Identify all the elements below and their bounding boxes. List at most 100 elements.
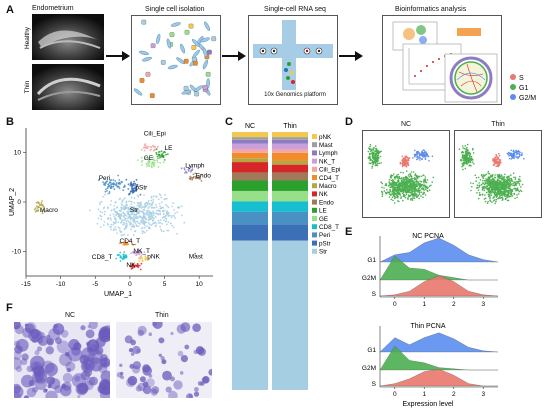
phase-point <box>395 188 397 191</box>
phase-point <box>423 149 425 151</box>
phase-point <box>375 149 377 152</box>
phase-point <box>516 181 518 183</box>
colony <box>30 355 45 371</box>
phase-point <box>396 186 399 189</box>
colony <box>14 385 24 398</box>
colony <box>127 375 138 386</box>
phase-point <box>519 189 522 192</box>
phase-point <box>394 189 396 192</box>
umap-point <box>115 221 117 224</box>
cell-shape <box>169 32 175 37</box>
cell-shape <box>150 43 156 49</box>
cell-shape <box>183 58 189 64</box>
stack-segment <box>272 190 308 202</box>
umap-cluster-label: Lymph <box>185 162 205 169</box>
phase-point <box>462 168 464 171</box>
umap-point <box>89 209 91 212</box>
umap-point <box>149 213 152 216</box>
phase-point <box>461 145 464 147</box>
phase-point <box>471 158 474 160</box>
umap-point <box>137 209 140 212</box>
phase-point <box>479 179 482 181</box>
phase-point <box>514 178 517 181</box>
umap-point <box>122 198 125 201</box>
phase-point <box>463 147 466 150</box>
ridge-nc-title: NC PCNA <box>412 233 444 240</box>
colony <box>36 346 43 352</box>
phase-point <box>402 177 405 179</box>
umap-point <box>113 228 115 230</box>
umap-point <box>120 180 123 183</box>
phase-point <box>504 173 506 176</box>
umap-point <box>110 223 113 226</box>
phase-point <box>493 180 495 182</box>
umap-point <box>153 222 156 224</box>
phase-point <box>421 151 423 154</box>
colony <box>193 391 200 397</box>
umap-point <box>135 186 137 189</box>
umap-point <box>150 214 153 216</box>
stack-segment <box>272 201 308 212</box>
phase-point <box>518 155 521 158</box>
phase-point <box>489 185 491 187</box>
umap-point <box>127 243 130 246</box>
phase-point <box>492 174 494 176</box>
umap-point <box>133 187 136 189</box>
cell-shape <box>202 59 209 70</box>
stack-segment <box>232 172 268 181</box>
phase-point <box>418 197 420 200</box>
phase-point <box>483 198 486 200</box>
umap-point <box>140 257 142 259</box>
legend-swatch <box>312 207 317 213</box>
phase-point <box>375 164 377 166</box>
umap-thin-box: Thin <box>454 121 542 218</box>
umap-point <box>138 264 141 267</box>
colony <box>34 377 47 390</box>
umap-point <box>147 211 149 214</box>
umap-point <box>135 178 138 181</box>
phase-point <box>511 153 513 155</box>
umap-point <box>112 185 115 188</box>
umap-point <box>162 230 165 233</box>
phase-point <box>512 152 515 155</box>
legend-swatch <box>312 166 317 172</box>
umap-point <box>167 211 170 214</box>
phase-point <box>406 183 409 185</box>
colony <box>132 361 141 370</box>
colony <box>60 329 69 338</box>
umap-point <box>114 226 117 229</box>
legend-swatch <box>312 150 317 156</box>
umap-point <box>132 263 135 266</box>
colony <box>132 345 141 355</box>
bioinfo-title: Bioinformatics analysis <box>395 6 467 13</box>
phase-point <box>476 184 479 186</box>
umap-point <box>119 256 122 259</box>
phase-point <box>369 158 372 160</box>
umap-point <box>135 253 138 256</box>
phase-point <box>494 176 496 179</box>
phase-point <box>393 181 395 183</box>
stack-segment <box>232 201 268 212</box>
umap-point <box>129 184 132 187</box>
phase-point <box>398 193 401 196</box>
umap-point <box>112 224 115 226</box>
phase-point <box>498 189 500 192</box>
legend-swatch <box>312 158 317 164</box>
colony <box>42 388 48 393</box>
phase-point <box>462 154 465 157</box>
umap-point <box>143 231 146 234</box>
umap-point <box>36 207 39 209</box>
umap-point <box>180 205 183 208</box>
umap-point <box>103 221 106 223</box>
phase-point <box>427 186 429 189</box>
phase-point <box>420 188 423 190</box>
phase-point <box>424 179 427 181</box>
cell-shape <box>170 22 181 27</box>
phase-point <box>506 181 508 183</box>
umap-point <box>157 222 160 224</box>
stack-segment <box>232 158 268 163</box>
phase-point <box>461 156 464 159</box>
phase-legend-dot <box>510 84 516 90</box>
umap-point <box>113 215 115 218</box>
umap-point <box>148 164 151 167</box>
